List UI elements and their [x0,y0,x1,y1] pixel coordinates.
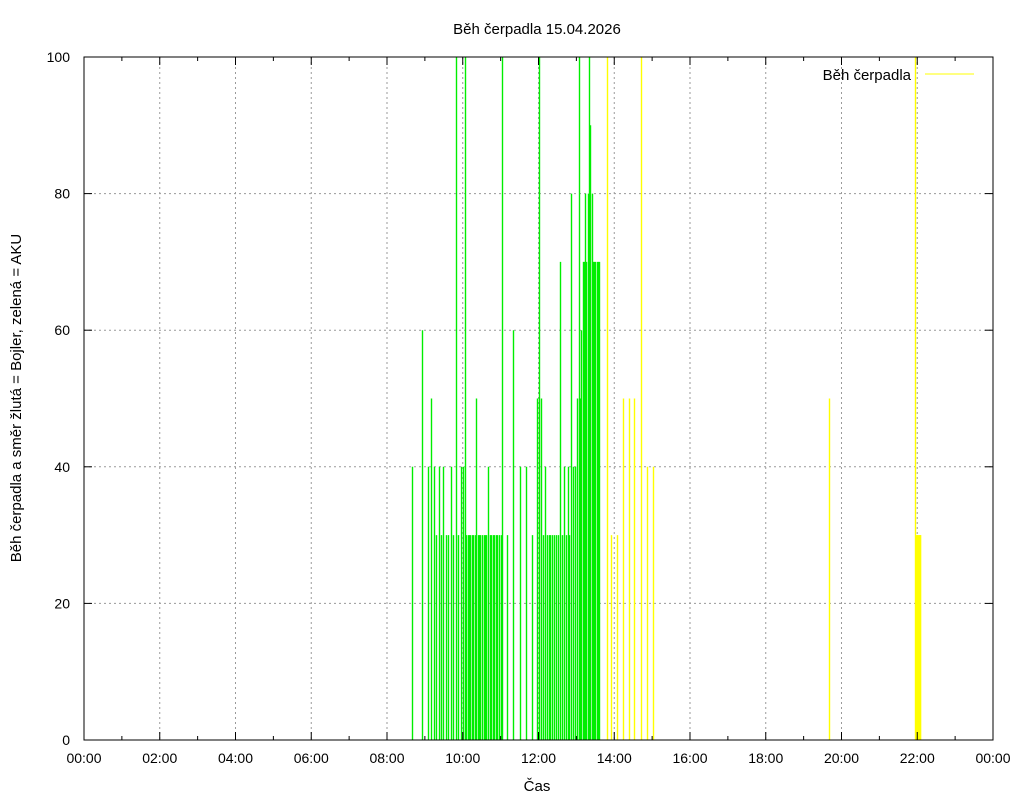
y-tick-label: 40 [54,459,70,475]
y-tick-label: 100 [47,49,71,65]
x-tick-label: 22:00 [900,750,935,766]
axis-ticks [83,56,994,741]
x-tick-label: 16:00 [672,750,707,766]
legend: Běh čerpadla [823,67,974,84]
x-tick-label: 00:00 [66,750,101,766]
y-tick-label: 0 [62,732,70,748]
x-tick-label: 04:00 [218,750,253,766]
x-tick-label: 18:00 [748,750,783,766]
x-tick-label: 02:00 [142,750,177,766]
x-tick-label: 20:00 [824,750,859,766]
bars-layer [411,57,922,740]
x-axis-label: Čas [524,778,551,795]
y-tick-label: 20 [54,595,70,611]
y-tick-label: 60 [54,322,70,338]
legend-label: Běh čerpadla [823,67,912,84]
x-tick-label: 10:00 [445,750,480,766]
chart-title: Běh čerpadla 15.04.2026 [453,21,621,38]
x-tick-label: 12:00 [521,750,556,766]
x-tick-label: 14:00 [597,750,632,766]
tick-labels: 00:00 02:00 04:00 06:00 08:00 10:00 12:00 14:00… [47,49,1011,766]
y-axis-label: Běh čerpadla a směr žlutá = Bojler, zele… [8,234,25,563]
grid-lines [84,57,993,740]
y-tick-label: 80 [54,186,70,202]
x-tick-label: 00:00 [975,750,1010,766]
x-tick-label: 08:00 [369,750,404,766]
x-tick-label: 06:00 [294,750,329,766]
